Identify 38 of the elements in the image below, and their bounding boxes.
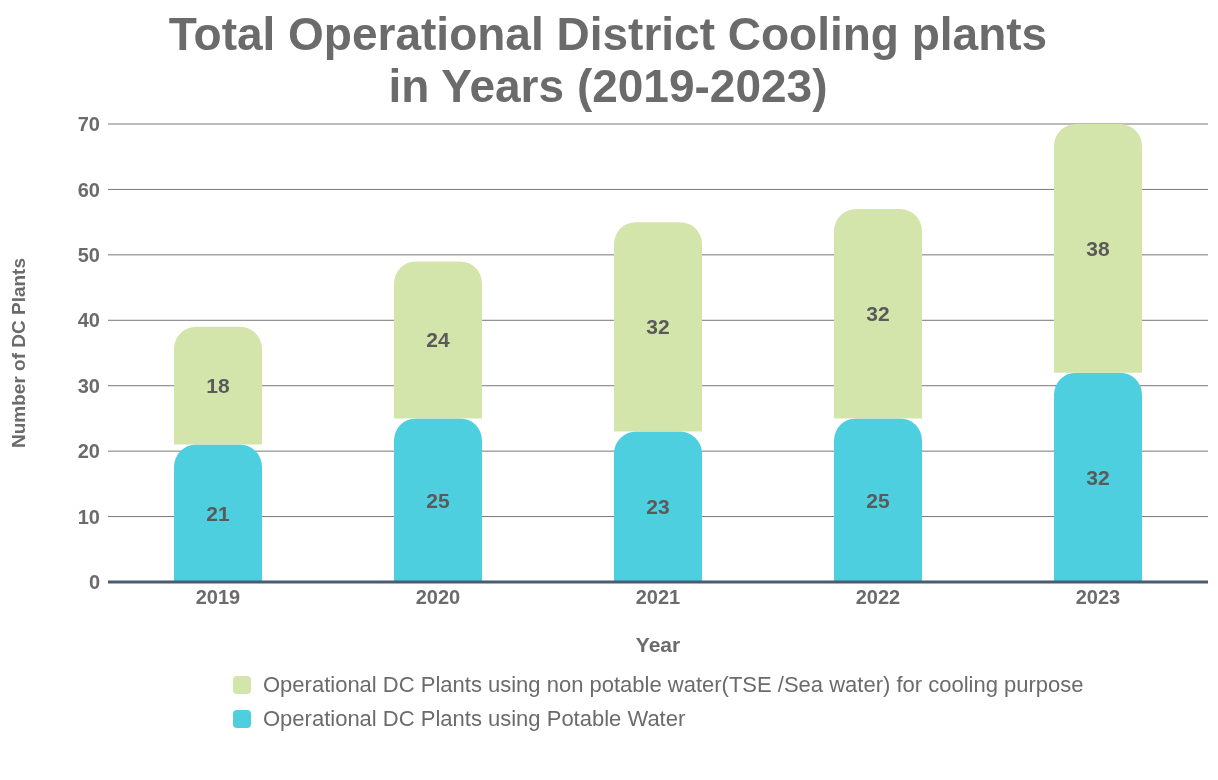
bar: [1054, 372, 1142, 582]
bar: [834, 209, 922, 419]
x-axis-title: Year: [635, 633, 681, 656]
legend-label: Operational DC Plants using non potable water(TSE /Sea water) for cooling purpose: [263, 672, 1084, 698]
x-tick-label: 2020: [415, 586, 461, 609]
data-label: 32: [866, 302, 890, 326]
y-axis-title: Number of DC Plants: [7, 257, 29, 449]
x-tick-label: 2023: [1075, 586, 1121, 609]
x-tick-label: 2019: [195, 586, 241, 609]
y-tick-label: 40: [77, 309, 100, 332]
bar: [834, 418, 922, 582]
bar: [174, 444, 262, 582]
data-label: 18: [206, 374, 230, 398]
bar: [1054, 124, 1142, 373]
y-tick-label: 10: [77, 505, 100, 528]
y-tick-label: 0: [88, 571, 100, 594]
x-tick-label: 2022: [855, 586, 901, 609]
y-tick-label: 60: [77, 178, 100, 201]
data-label: 23: [646, 495, 670, 519]
y-tick-label: 50: [77, 243, 100, 266]
data-label: 25: [866, 488, 890, 512]
bar: [614, 222, 702, 432]
bar: [174, 326, 262, 445]
legend-label: Operational DC Plants using Potable Water: [263, 706, 686, 732]
data-label: 32: [1086, 465, 1110, 489]
data-label: 32: [646, 315, 670, 339]
y-tick-label: 30: [77, 374, 100, 397]
data-label: 21: [206, 501, 230, 525]
bar: [614, 431, 702, 582]
y-tick-label: 20: [77, 440, 100, 463]
data-label: 24: [426, 328, 450, 352]
data-label: 25: [426, 488, 450, 512]
bar: [394, 261, 482, 419]
data-label: 38: [1086, 236, 1110, 260]
chart-title: Total Operational District Cooling plants in Years (2019-2023): [167, 8, 1049, 112]
x-tick-label: 2021: [635, 586, 681, 609]
y-tick-label: 70: [77, 113, 100, 136]
bar: [394, 418, 482, 582]
